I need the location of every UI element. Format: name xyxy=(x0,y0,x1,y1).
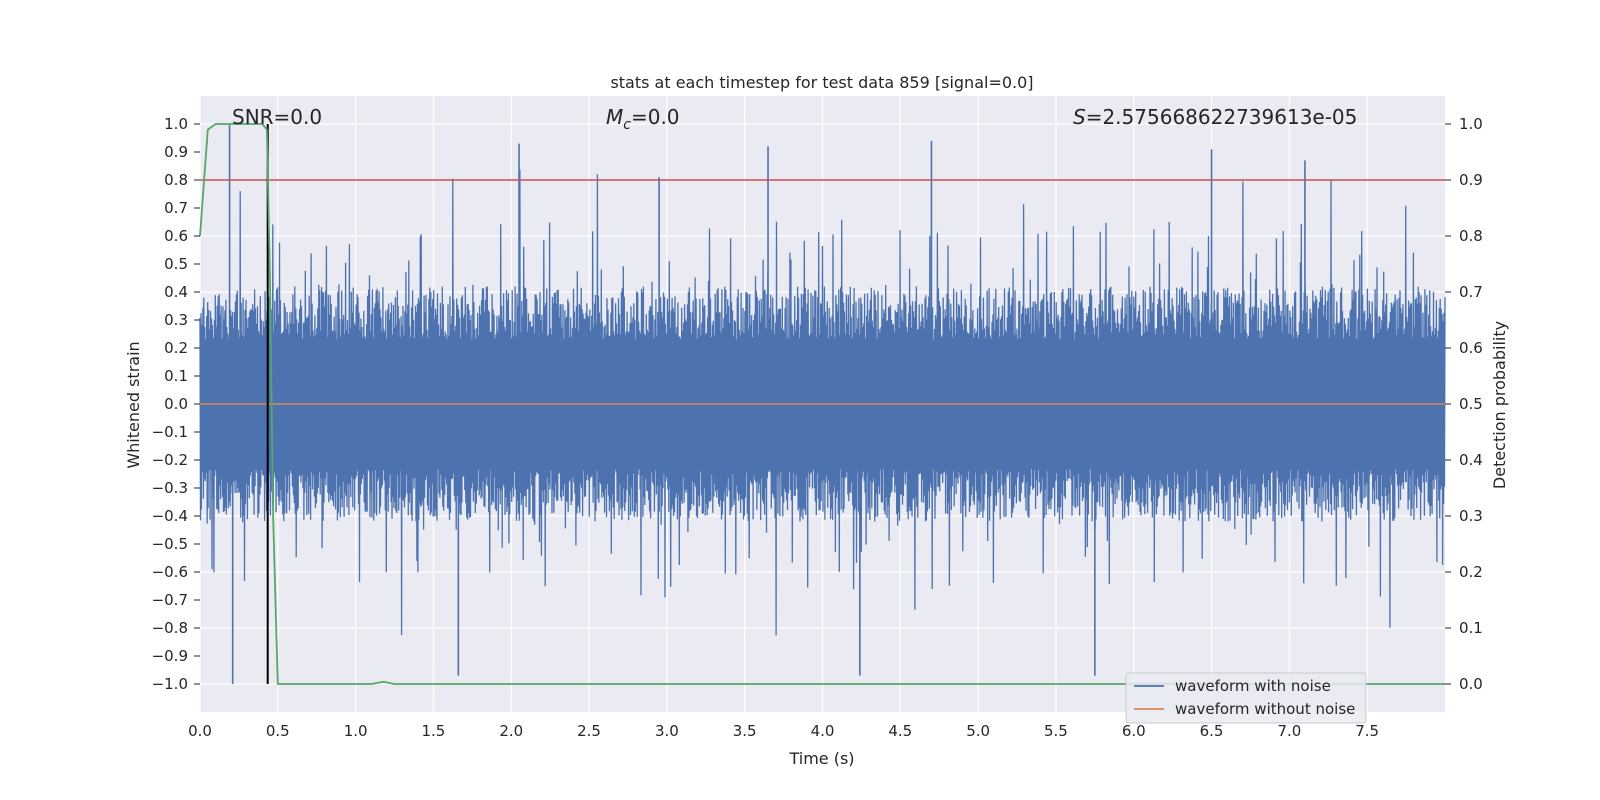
x-tick-label: 7.5 xyxy=(1355,722,1379,740)
y-right-tick-label: 0.3 xyxy=(1459,507,1483,525)
y-right-tick-label: 0.2 xyxy=(1459,563,1483,581)
y-left-tick-label: −0.4 xyxy=(152,507,188,525)
y-left-tick-label: 0.1 xyxy=(164,367,188,385)
legend-box xyxy=(1125,672,1367,724)
y-axis-label: Whitened strain xyxy=(124,341,143,468)
y-left-tick-label: 0.0 xyxy=(164,395,188,413)
x-tick-label: 7.0 xyxy=(1277,722,1301,740)
y-left-tick-label: −0.8 xyxy=(152,619,188,637)
x-tick-label: 3.0 xyxy=(655,722,679,740)
x-tick-label: 2.0 xyxy=(499,722,523,740)
y-left-tick-label: −1.0 xyxy=(152,675,188,693)
x-tick-label: 4.0 xyxy=(811,722,835,740)
y-left-tick-label: 0.9 xyxy=(164,143,188,161)
x-tick-label: 0.5 xyxy=(266,722,290,740)
x-tick-label: 2.5 xyxy=(577,722,601,740)
y-left-tick-label: 0.8 xyxy=(164,171,188,189)
y-left-tick-label: −0.5 xyxy=(152,535,188,553)
y-left-tick-label: −0.7 xyxy=(152,591,188,609)
y-left-tick-label: −0.2 xyxy=(152,451,188,469)
x-tick-label: 0.0 xyxy=(188,722,212,740)
y-left-tick-label: −0.1 xyxy=(152,423,188,441)
x-tick-label: 5.5 xyxy=(1044,722,1068,740)
x-tick-label: 1.0 xyxy=(344,722,368,740)
y-left-tick-label: −0.6 xyxy=(152,563,188,581)
y-right-tick-label: 0.6 xyxy=(1459,339,1483,357)
y-left-tick-label: −0.3 xyxy=(152,479,188,497)
y-right-tick-label: 0.5 xyxy=(1459,395,1483,413)
overlay-layer xyxy=(199,123,1445,685)
x-tick-label: 1.5 xyxy=(422,722,446,740)
tick-labels: 0.0 0.5 1.0 1.5 2.0 2.5 3.0 3.5 4.0 4.5 5.0 5.5 6.0 6… xyxy=(152,115,1483,740)
y-right-tick-label: 0.0 xyxy=(1459,675,1483,693)
y-left-tick-label: 0.4 xyxy=(164,283,188,301)
y-right-tick-label: 0.9 xyxy=(1459,171,1483,189)
noise-waveform-layer xyxy=(199,124,1446,684)
y-left-tick-label: 0.7 xyxy=(164,199,188,217)
y-right-tick-label: 1.0 xyxy=(1459,115,1483,133)
detection-probability-line xyxy=(199,123,1445,685)
y-right-tick-label: 0.7 xyxy=(1459,283,1483,301)
y-right-tick-label: 0.4 xyxy=(1459,451,1483,469)
y-left-tick-label: −0.9 xyxy=(152,647,188,665)
legend-label-clean: waveform without noise xyxy=(1175,700,1355,718)
noise-waveform-line xyxy=(199,169,1446,636)
y-left-tick-label: 0.3 xyxy=(164,311,188,329)
x-tick-label: 5.0 xyxy=(966,722,990,740)
legend-label-noise: waveform with noise xyxy=(1175,677,1331,695)
y-left-tick-label: 0.2 xyxy=(164,339,188,357)
x-tick-label: 6.0 xyxy=(1122,722,1146,740)
legend: waveform with noise waveform without noi… xyxy=(1125,672,1367,724)
y-left-tick-label: 0.5 xyxy=(164,255,188,273)
x-tick-label: 6.5 xyxy=(1200,722,1224,740)
chart-title: stats at each timestep for test data 859… xyxy=(610,73,1033,92)
chirp-mass-annotation: Mc=0.0 xyxy=(606,105,680,133)
y-right-tick-label: 0.8 xyxy=(1459,227,1483,245)
snr-annotation: SNR=0.0 xyxy=(232,105,322,129)
y-left-tick-label: 0.6 xyxy=(164,227,188,245)
y-right-tick-label: 0.1 xyxy=(1459,619,1483,637)
s-annotation: S=2.575668622739613e-05 xyxy=(1073,105,1357,129)
x-tick-label: 3.5 xyxy=(733,722,757,740)
x-axis-label: Time (s) xyxy=(788,749,854,768)
y-axis-right-label: Detection probability xyxy=(1490,321,1509,489)
y-left-tick-label: 1.0 xyxy=(164,115,188,133)
x-tick-label: 4.5 xyxy=(888,722,912,740)
